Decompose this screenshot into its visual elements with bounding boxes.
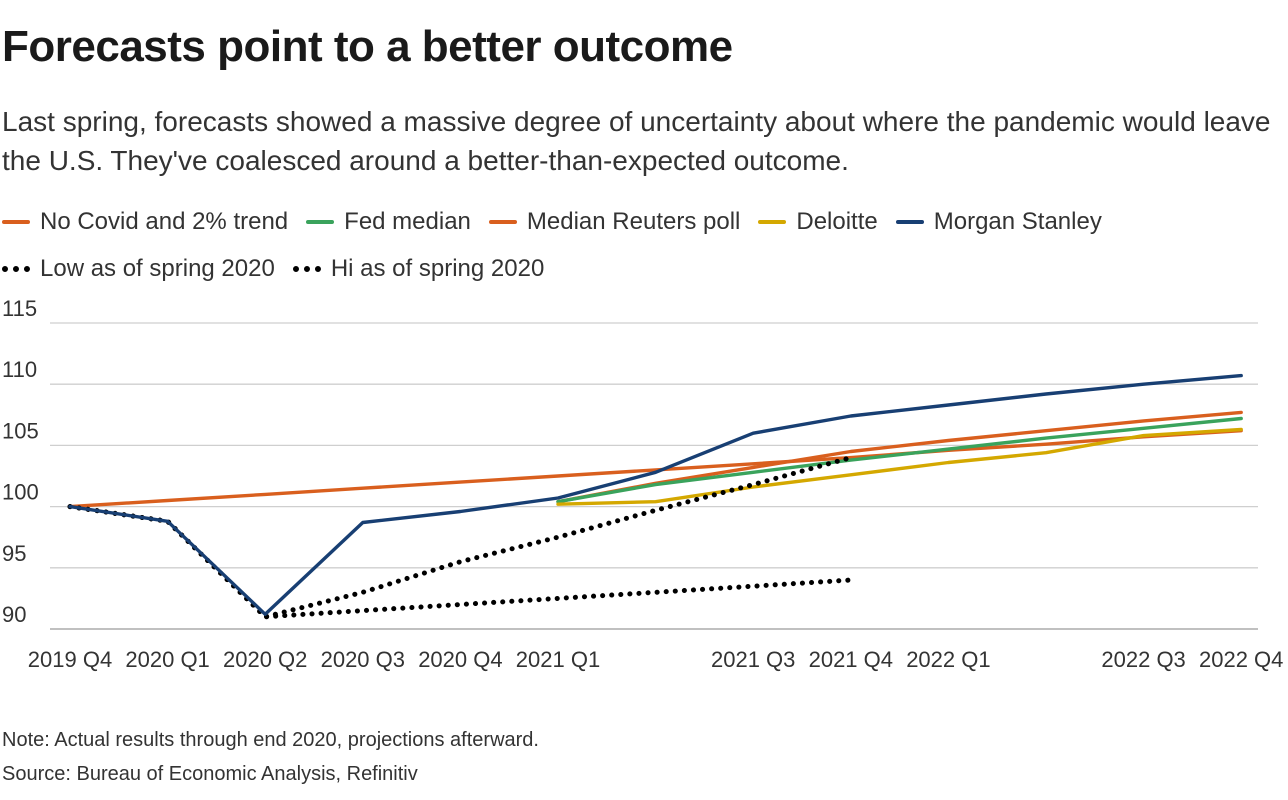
legend-label: Hi as of spring 2020 xyxy=(330,255,545,282)
legend-label: No Covid and 2% trend xyxy=(40,208,289,235)
legend-swatch xyxy=(2,220,30,224)
legend-label: Median Reuters poll xyxy=(526,208,741,235)
chart-title: Forecasts point to a better outcome xyxy=(2,22,733,71)
x-tick-label: 2019 Q4 xyxy=(28,647,112,672)
legend-item-fed-median: Fed median xyxy=(306,208,471,236)
x-tick-label: 2020 Q3 xyxy=(321,647,405,672)
legend-swatch xyxy=(488,220,517,224)
y-tick-label: 110 xyxy=(2,357,37,382)
x-tick-label: 2020 Q2 xyxy=(223,647,307,672)
legend-row: No Covid and 2% trend Fed median Median … xyxy=(2,203,1252,241)
legend-item-deloitte: Deloitte xyxy=(758,208,878,236)
legend-label: Deloitte xyxy=(796,208,878,235)
y-tick-label: 105 xyxy=(2,418,39,443)
legend-label: Morgan Stanley xyxy=(933,208,1102,235)
chart-area: 90 95 100 105 110 115 2019 Q4 2020 Q1 2020 Q2 202… xyxy=(2,300,1283,672)
legend-swatch xyxy=(2,266,30,272)
y-tick-label: 95 xyxy=(2,541,26,566)
legend-swatch xyxy=(758,220,787,224)
series-line-fed-median xyxy=(556,416,1243,504)
series-line-median-reuters-poll xyxy=(556,410,1243,504)
legend-item-reuters-poll: Median Reuters poll xyxy=(488,208,741,236)
series-line-no-covid-and-2-trend xyxy=(68,428,1243,509)
x-tick-label: 2022 Q3 xyxy=(1101,647,1185,672)
legend-label: Fed median xyxy=(344,208,471,235)
x-tick-label: 2020 Q1 xyxy=(125,647,209,672)
y-tick-label: 100 xyxy=(2,480,39,505)
legend-label: Low as of spring 2020 xyxy=(40,255,275,282)
chart-source: Source: Bureau of Economic Analysis, Ref… xyxy=(2,763,418,785)
legend-item-low-spring: Low as of spring 2020 xyxy=(2,255,275,283)
x-tick-label: 2021 Q1 xyxy=(516,647,600,672)
legend-swatch xyxy=(895,220,924,224)
chart-note: Note: Actual results through end 2020, p… xyxy=(2,729,539,751)
y-tick-label: 90 xyxy=(2,602,26,627)
legend-item-hi-spring: Hi as of spring 2020 xyxy=(292,255,545,283)
legend: No Covid and 2% trend Fed median Median … xyxy=(2,203,1252,297)
series-line-deloitte xyxy=(556,427,1243,506)
chart-subtitle: Last spring, forecasts showed a massive … xyxy=(2,106,1271,176)
x-tick-label: 2020 Q4 xyxy=(418,647,502,672)
legend-item-morgan-stanley: Morgan Stanley xyxy=(895,208,1102,236)
y-tick-label: 115 xyxy=(2,300,37,321)
legend-item-no-covid: No Covid and 2% trend xyxy=(2,208,288,236)
legend-row: Low as of spring 2020 Hi as of spring 20… xyxy=(2,250,1252,288)
x-tick-label: 2022 Q4 xyxy=(1199,647,1283,672)
x-tick-label: 2021 Q4 xyxy=(809,647,893,672)
series-line-morgan-stanley xyxy=(68,373,1243,616)
x-tick-label: 2021 Q3 xyxy=(711,647,795,672)
x-tick-label: 2022 Q1 xyxy=(906,647,990,672)
legend-swatch xyxy=(292,266,321,272)
legend-swatch xyxy=(306,220,335,224)
